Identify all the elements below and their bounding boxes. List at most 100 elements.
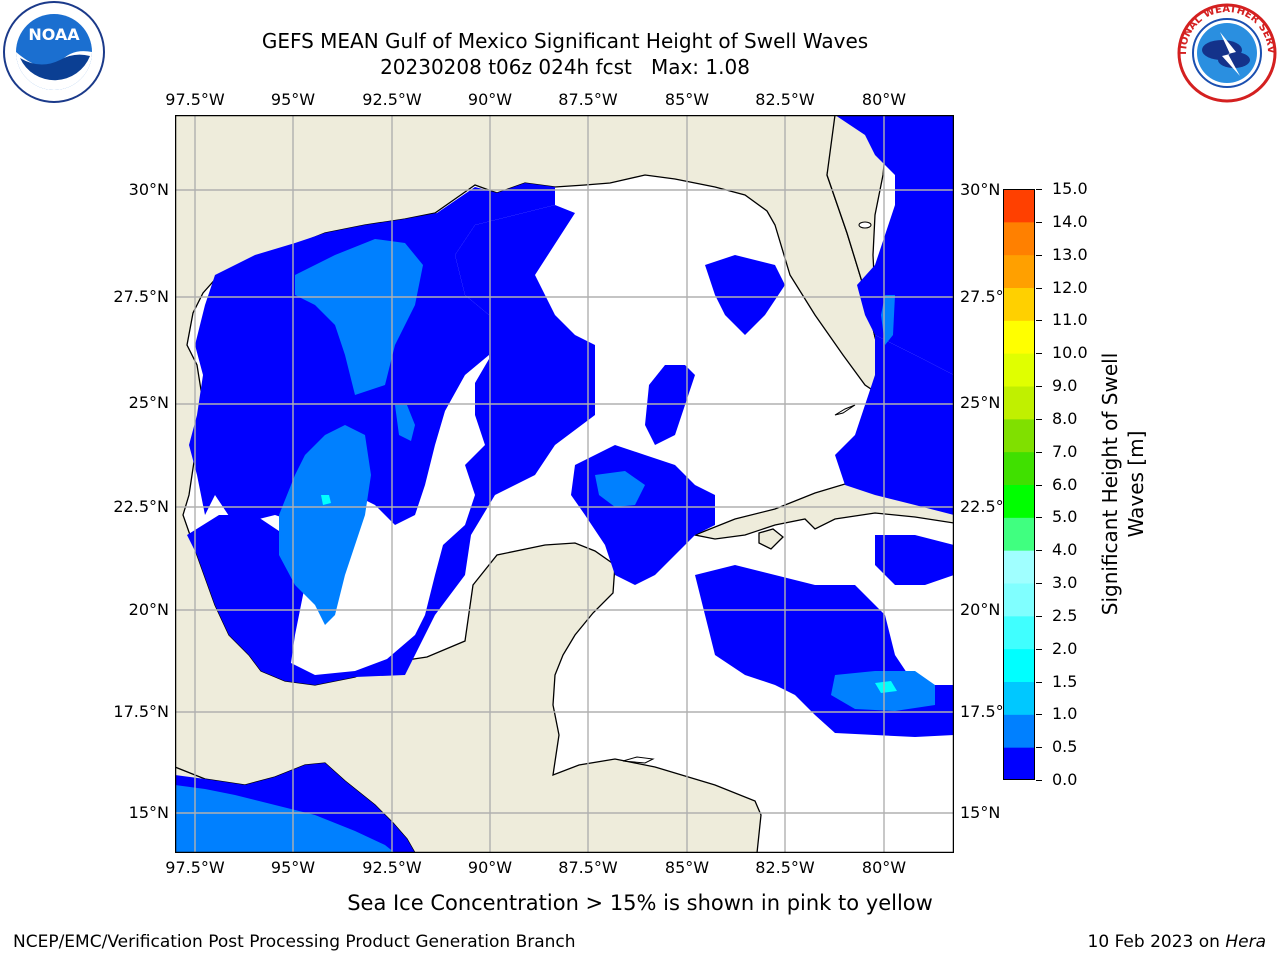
colorbar-swatch: [1003, 320, 1035, 354]
colorbar-swatch: [1003, 484, 1035, 518]
swell-fill: [175, 115, 954, 853]
lat-label-left: 15°N: [128, 803, 169, 822]
colorbar-tick-label: 1.0: [1052, 704, 1078, 724]
footer-left: NCEP/EMC/Verification Post Processing Pr…: [13, 932, 576, 952]
colorbar-tick-mark: [1036, 320, 1042, 322]
colorbar-tick-mark: [1036, 254, 1042, 256]
nws-logo: NATIONAL WEATHER SERVICE: [1172, 0, 1278, 104]
colorbar-label-box: Significant Height of Swell Waves [m]: [1093, 189, 1148, 780]
colorbar-tick-mark: [1036, 648, 1042, 650]
lon-label-bottom: 92.5°W: [362, 858, 422, 877]
lat-label-right: 30°N: [960, 180, 1001, 199]
lon-label-top: 85°W: [664, 90, 710, 109]
colorbar-tick-label: 6.0: [1052, 474, 1078, 494]
lat-label-left: 25°N: [128, 393, 169, 412]
lat-label-right: 27.5°N: [960, 287, 1016, 306]
colorbar-tick-mark: [1036, 681, 1042, 683]
colorbar-tick-mark: [1036, 583, 1042, 584]
lon-label-top: 80°W: [861, 90, 907, 109]
colorbar-tick-label: 10.0: [1052, 343, 1088, 363]
colorbar-swatch: [1003, 386, 1035, 420]
colorbar-tick-mark: [1036, 484, 1042, 486]
lon-label-bottom: 85°W: [664, 858, 710, 877]
colorbar-tick-mark: [1036, 517, 1042, 519]
colorbar-tick-mark: [1036, 747, 1042, 749]
lon-label-bottom: 97.5°W: [165, 858, 225, 877]
lon-label-top: 87.5°W: [558, 90, 618, 109]
chart-title-line2: 20230208 t06z 024h fcst Max: 1.08: [380, 55, 750, 79]
lon-label-top: 82.5°W: [755, 90, 815, 109]
colorbar-tick-mark: [1036, 714, 1042, 716]
colorbar-tick-mark: [1036, 287, 1042, 289]
lat-label-right: 17.5°N: [960, 702, 1016, 721]
lon-label-top: 92.5°W: [362, 90, 422, 109]
lat-label-right: 25°N: [960, 393, 1001, 412]
chart-title-line1: GEFS MEAN Gulf of Mexico Significant Hei…: [261, 29, 869, 53]
colorbar-tick-mark: [1036, 386, 1042, 387]
colorbar-swatch: [1003, 353, 1035, 387]
colorbar-tick-mark: [1036, 221, 1042, 223]
lon-label-bottom: 87.5°W: [558, 858, 618, 877]
lat-label-left: 20°N: [128, 600, 169, 619]
colorbar-ticks: 0.0 0.5 1.0 1.5 2.0 2.5 3.0 4.0 5.0 6.0 7.0 8.0 9.0 1…: [1036, 179, 1096, 789]
colorbar-swatch: [1003, 189, 1035, 223]
lat-label-right: 22.5°N: [960, 497, 1016, 516]
colorbar-swatch: [1003, 451, 1035, 485]
colorbar-swatches: [1003, 189, 1035, 781]
colorbar-swatch: [1003, 615, 1035, 650]
noaa-logo: NOAA: [0, 0, 108, 108]
coast-details: [622, 221, 872, 764]
colorbar: [1003, 189, 1035, 781]
colorbar-tick-label: 5.0: [1052, 507, 1078, 527]
colorbar-swatch: [1003, 714, 1035, 748]
colorbar-tick-label: 12.0: [1052, 277, 1088, 297]
lat-label-right: 15°N: [960, 803, 1001, 822]
colorbar-swatch: [1003, 418, 1035, 453]
colorbar-swatch: [1003, 747, 1035, 781]
lat-label-left: 17.5°N: [113, 702, 169, 721]
colorbar-tick-mark: [1036, 353, 1042, 355]
colorbar-swatch: [1003, 254, 1035, 288]
lat-label-left: 27.5°N: [113, 287, 169, 306]
colorbar-swatch: [1003, 287, 1035, 321]
colorbar-tick-mark: [1036, 189, 1042, 190]
colorbar-tick-label: 9.0: [1052, 376, 1078, 395]
colorbar-swatch: [1003, 583, 1035, 617]
noaa-logo-text: NOAA: [28, 25, 80, 44]
colorbar-tick-label: 2.0: [1052, 638, 1078, 658]
colorbar-tick-label: 15.0: [1052, 179, 1088, 198]
colorbar-tick-label: 8.0: [1052, 408, 1078, 428]
colorbar-swatch: [1003, 517, 1035, 551]
lon-label-bottom: 90°W: [467, 858, 513, 877]
grid-lines: [175, 115, 954, 853]
footer-host: Hera: [1225, 932, 1266, 952]
colorbar-label-line1: Significant Height of Swell: [1098, 353, 1122, 615]
colorbar-tick-label: 2.5: [1052, 605, 1078, 625]
footer-right: 10 Feb 2023 on Hera: [1088, 932, 1266, 952]
colorbar-tick-label: 7.0: [1052, 441, 1078, 461]
lon-label-bottom: 82.5°W: [755, 858, 815, 877]
colorbar-tick-label: 11.0: [1052, 310, 1088, 330]
colorbar-tick-label: 0.5: [1052, 737, 1078, 757]
sea-ice-note: Sea Ice Concentration > 15% is shown in …: [347, 891, 933, 915]
colorbar-tick-mark: [1036, 550, 1042, 552]
map-border: [174, 114, 955, 854]
colorbar-tick-mark: [1036, 780, 1042, 781]
colorbar-tick-label: 0.0: [1052, 770, 1078, 789]
lat-label-left: 22.5°N: [113, 497, 169, 516]
footer-date: 10 Feb 2023 on: [1087, 932, 1226, 952]
map-frame: [174, 114, 955, 854]
colorbar-swatch: [1003, 221, 1035, 256]
lon-label-top: 97.5°W: [165, 90, 225, 109]
colorbar-swatch: [1003, 648, 1035, 682]
colorbar-tick-label: 1.5: [1052, 671, 1078, 691]
lon-label-top: 95°W: [270, 90, 316, 109]
lat-label-left: 30°N: [128, 180, 169, 199]
colorbar-tick-label: 13.0: [1052, 244, 1088, 264]
lon-label-bottom: 95°W: [270, 858, 316, 877]
colorbar-tick-label: 4.0: [1052, 540, 1078, 560]
colorbar-tick-label: 3.0: [1052, 573, 1078, 592]
colorbar-label-line2: Waves [m]: [1124, 431, 1147, 538]
lat-label-right: 20°N: [960, 600, 1001, 619]
colorbar-tick-mark: [1036, 451, 1042, 453]
